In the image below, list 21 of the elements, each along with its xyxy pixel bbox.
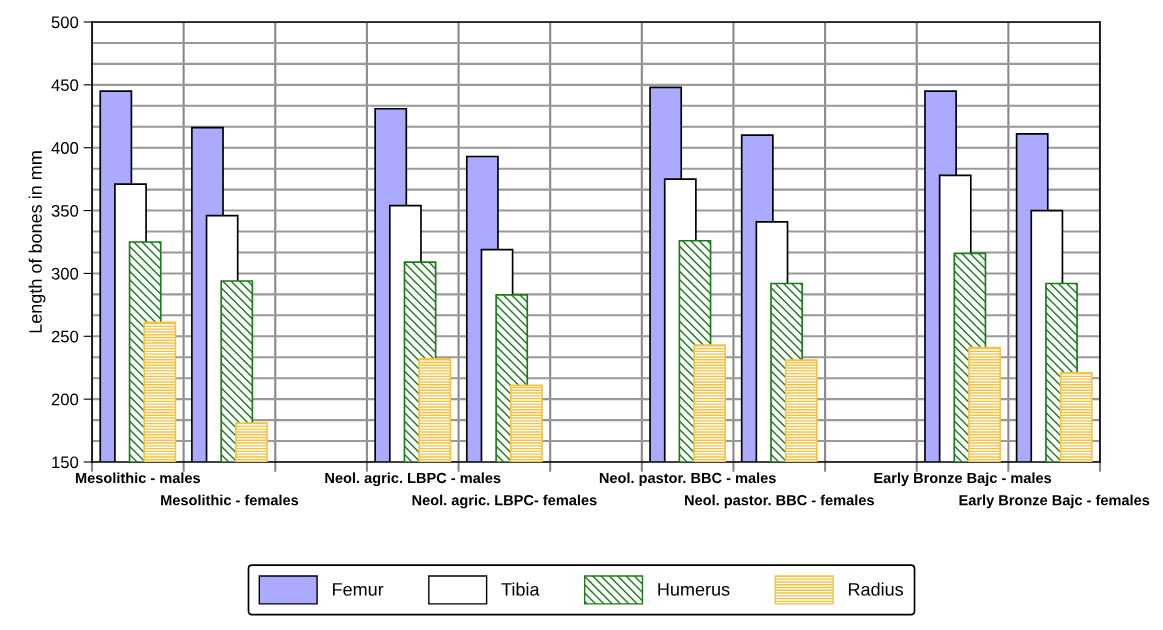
x-tick-label: Early Bronze Bajc - females <box>959 494 1150 509</box>
x-tick-label: Neol. pastor. BBC - females <box>685 494 874 509</box>
x-tick-label: Early Bronze Bajc - males <box>874 472 1052 487</box>
y-tick-label: 150 <box>52 456 79 469</box>
y-tick-label: 200 <box>51 393 79 406</box>
y-tick-label: 250 <box>51 330 79 343</box>
y-tick-label: 450 <box>51 79 79 92</box>
y-tick-label: 400 <box>51 142 79 154</box>
legend-label: Tibia <box>501 582 540 596</box>
y-tick-label: 350 <box>51 204 79 217</box>
x-tick-label: Neol. pastor. BBC - males <box>599 472 776 487</box>
x-tick-label: Neol. agric. LBPC- females <box>412 494 597 509</box>
y-tick-label: 300 <box>51 267 79 280</box>
legend-label: Femur <box>333 583 384 596</box>
y-tick-label: 500 <box>51 16 79 29</box>
legend-label: Humerus <box>658 583 730 596</box>
legend-label: Radius <box>848 582 904 596</box>
x-tick-label: Mesolithic - females <box>161 494 299 506</box>
x-tick-label: Neol. agric. LBPC - males <box>325 472 501 487</box>
x-tick-label: Mesolithic - males <box>75 472 201 484</box>
y-axis-title: Length of bones in mm <box>28 151 46 333</box>
